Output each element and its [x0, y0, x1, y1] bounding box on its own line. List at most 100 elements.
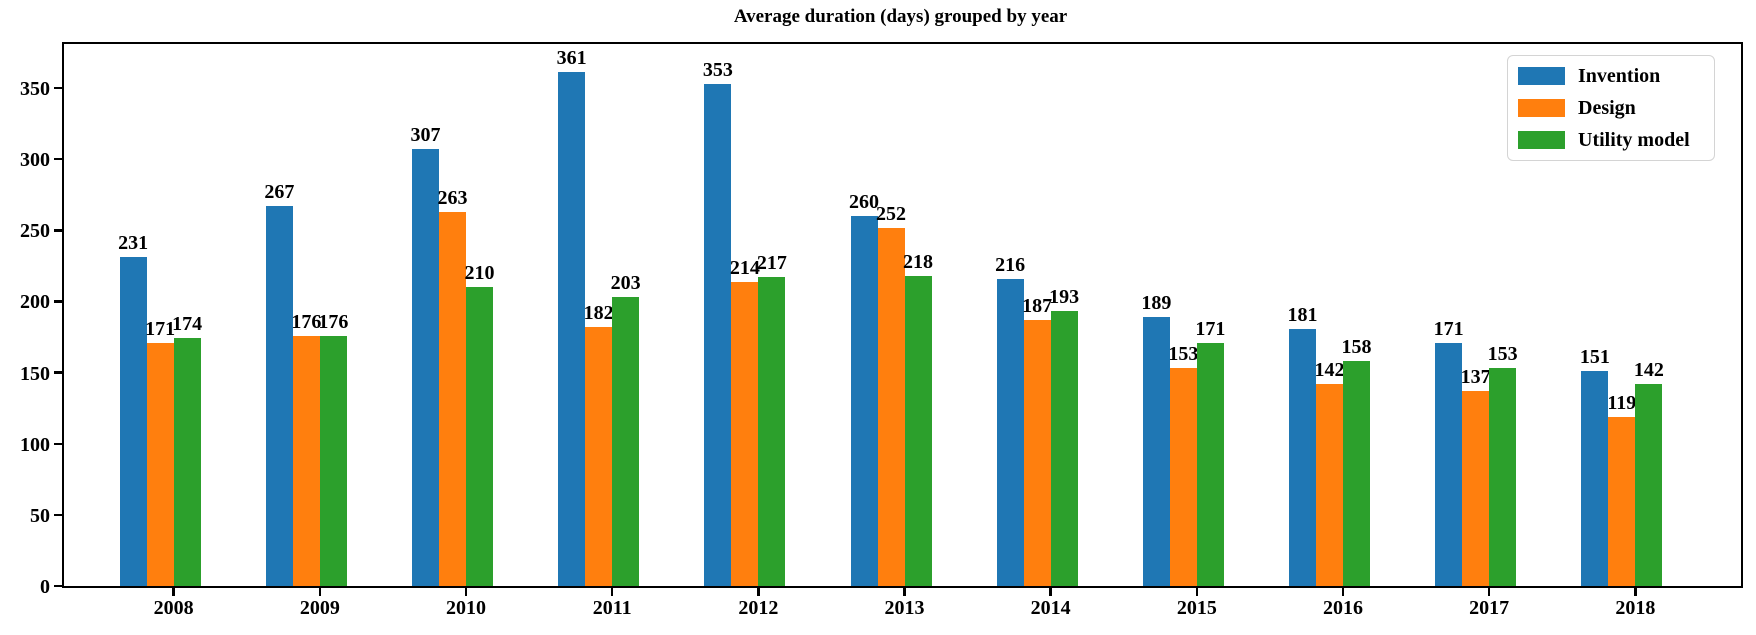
x-tick-label: 2013 — [884, 597, 925, 619]
bar-value-label: 361 — [556, 47, 587, 70]
bar-value-label: 231 — [118, 232, 149, 255]
bar-utility-model — [904, 275, 932, 586]
x-tick-label: 2009 — [299, 597, 340, 619]
x-axis-tick-mark — [1341, 588, 1345, 596]
bar-utility-model — [1489, 368, 1517, 586]
y-tick-label: 50 — [30, 504, 50, 527]
y-tick-label: 250 — [20, 220, 50, 243]
y-tick-label: 200 — [20, 291, 50, 314]
bar-design — [1169, 368, 1197, 586]
y-axis-tick-mark — [54, 86, 62, 90]
bar-invention — [412, 149, 439, 586]
y-tick-label: 350 — [20, 78, 50, 101]
y-axis-tick-mark — [54, 513, 62, 517]
x-tick-label: 2011 — [592, 597, 632, 619]
bar-value-label: 142 — [1314, 358, 1345, 381]
x-tick-label: 2010 — [446, 597, 486, 619]
chart-title: Average duration (days) grouped by year — [733, 6, 1068, 27]
bar-value-label: 176 — [291, 310, 322, 333]
x-tick-label: 2014 — [1030, 597, 1071, 619]
bar-utility-model — [758, 277, 786, 586]
legend-swatch-icon — [1518, 99, 1565, 117]
bar-design — [439, 211, 466, 586]
legend: Invention Design Utility model — [1507, 55, 1715, 161]
x-axis-tick-mark — [172, 588, 175, 596]
bar-value-label: 137 — [1460, 366, 1491, 389]
bar-value-label: 216 — [995, 253, 1026, 276]
bar-utility-model — [1050, 311, 1078, 586]
bar-invention — [850, 216, 878, 586]
legend-item: Design — [1518, 97, 1702, 119]
x-tick-label: 2016 — [1323, 597, 1363, 619]
bar-value-label: 193 — [1049, 286, 1080, 309]
bar-invention — [704, 83, 732, 586]
bar-utility-model — [319, 335, 347, 586]
y-tick-label: 0 — [40, 576, 50, 598]
bar-invention — [119, 257, 147, 586]
x-axis-tick-mark — [757, 588, 760, 596]
bar-value-label: 182 — [583, 302, 614, 325]
bar-value-label: 176 — [318, 310, 349, 333]
bar-invention — [1289, 328, 1316, 586]
y-axis-tick-mark — [54, 442, 62, 445]
bar-value-label: 353 — [702, 58, 733, 81]
bar-value-label: 151 — [1579, 346, 1610, 369]
x-tick-label: 2012 — [738, 597, 779, 619]
bar-utility-model — [612, 297, 640, 586]
bar-design — [146, 342, 174, 586]
bar-invention — [1581, 371, 1609, 586]
y-axis-tick-mark — [54, 158, 62, 161]
bar-value-label: 210 — [464, 262, 495, 285]
bar-utility-model — [1196, 342, 1224, 586]
bar-value-label: 142 — [1633, 358, 1664, 381]
bar-value-label: 189 — [1141, 292, 1172, 315]
bar-invention — [558, 72, 586, 586]
y-tick-label: 150 — [20, 362, 50, 385]
x-axis-tick-mark — [318, 588, 322, 596]
x-axis-tick-mark — [464, 588, 468, 596]
y-axis-tick-mark — [54, 229, 62, 232]
x-axis-tick-mark — [1049, 588, 1052, 596]
bar-value-label: 171 — [1433, 317, 1464, 340]
bar-value-label: 260 — [849, 191, 879, 214]
bar-value-label: 187 — [1022, 294, 1053, 317]
bar-invention — [996, 278, 1024, 586]
x-tick-label: 2008 — [153, 597, 194, 619]
y-tick-label: 300 — [20, 149, 50, 172]
x-tick-label: 2018 — [1615, 597, 1656, 619]
bar-design — [731, 281, 759, 586]
bar-design — [292, 335, 320, 586]
bar-utility-model — [1343, 361, 1370, 586]
bar-value-label: 203 — [610, 272, 641, 295]
bar-value-label: 267 — [264, 181, 295, 204]
bar-value-label: 119 — [1607, 391, 1637, 414]
x-tick-label: 2015 — [1176, 597, 1217, 619]
y-axis-tick-mark — [54, 300, 62, 303]
legend-swatch-icon — [1518, 131, 1565, 149]
x-axis-tick-mark — [1634, 588, 1637, 596]
bar-value-label: 307 — [410, 124, 441, 147]
bar-value-label: 214 — [729, 256, 760, 279]
bar-value-label: 158 — [1341, 336, 1372, 359]
bar-value-label: 171 — [145, 317, 176, 340]
x-tick-label: 2017 — [1469, 597, 1510, 619]
x-axis-tick-mark — [1487, 588, 1491, 596]
bar-design — [1608, 416, 1636, 586]
bar-value-label: 217 — [756, 252, 787, 275]
bar-design — [1316, 384, 1343, 586]
bar-utility-model — [1635, 384, 1663, 586]
legend-label: Utility model — [1578, 129, 1690, 151]
bar-design — [877, 227, 905, 586]
x-axis-tick-mark — [903, 588, 906, 596]
legend-swatch-icon — [1518, 67, 1565, 85]
legend-label: Invention — [1578, 65, 1661, 87]
plot-area: Invention Design Utility model 0 50 100 150 20… — [20, 42, 1743, 618]
bar-value-label: 153 — [1487, 343, 1518, 366]
bar-utility-model — [466, 287, 493, 586]
x-axis-tick-mark — [1195, 588, 1199, 596]
bar-value-label: 218 — [903, 250, 933, 273]
legend-item: Invention — [1518, 65, 1702, 87]
bar-value-label: 181 — [1287, 303, 1318, 326]
legend-item: Utility model — [1518, 129, 1702, 151]
